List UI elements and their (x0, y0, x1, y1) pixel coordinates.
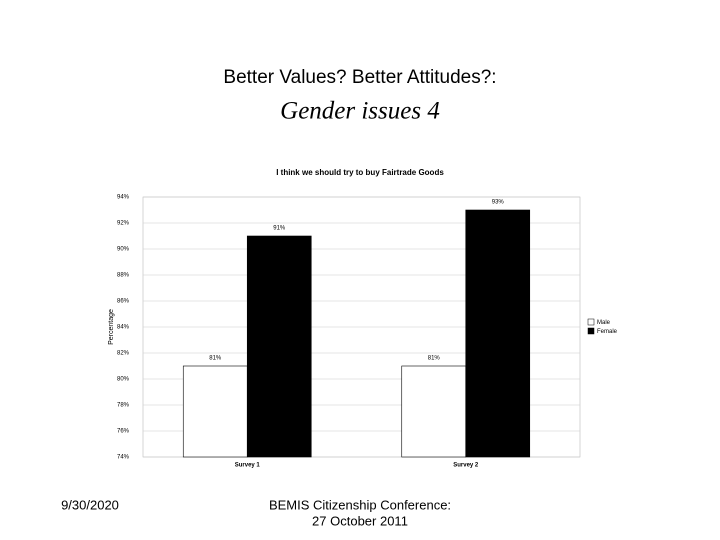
y-tick-label: 80% (117, 377, 130, 383)
y-tick-label: 94% (117, 195, 130, 201)
value-label: 81% (209, 356, 222, 362)
slide-title: Better Values? Better Attitudes?: (223, 67, 496, 88)
y-tick-label: 88% (117, 273, 130, 279)
bar (246, 235, 312, 458)
y-axis-label: Percentage (108, 309, 115, 345)
legend-label: Female (597, 329, 618, 335)
legend-swatch (587, 318, 595, 326)
footer-date: 9/30/2020 (61, 497, 119, 512)
legend-swatch (587, 327, 595, 335)
value-label: 91% (273, 226, 286, 232)
footer-text: 27 October 2011 (312, 513, 408, 528)
y-tick-label: 78% (117, 403, 130, 409)
value-label: 93% (492, 200, 505, 206)
y-tick-label: 84% (117, 325, 130, 331)
legend-label: Male (597, 320, 611, 326)
y-tick-label: 74% (117, 455, 130, 461)
bar (465, 209, 531, 458)
bar (182, 365, 248, 458)
y-tick-label: 82% (117, 351, 130, 357)
y-tick-label: 76% (117, 429, 130, 435)
slide-subtitle: Gender issues 4 (280, 98, 440, 125)
chart-title: I think we should try to buy Fairtrade G… (276, 168, 444, 177)
footer-text: BEMIS Citizenship Conference: (269, 497, 451, 512)
value-label: 81% (428, 356, 441, 362)
y-tick-label: 92% (117, 221, 130, 227)
bar (401, 365, 467, 458)
x-tick-label: Survey 1 (235, 463, 261, 469)
y-tick-label: 90% (117, 247, 130, 253)
y-tick-label: 86% (117, 299, 130, 305)
x-tick-label: Survey 2 (453, 463, 479, 469)
